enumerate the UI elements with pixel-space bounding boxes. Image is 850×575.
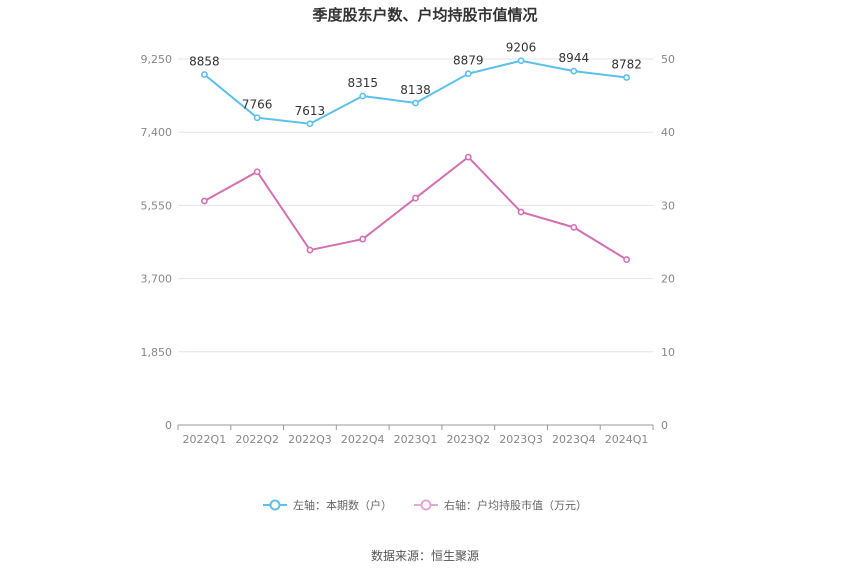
data-point	[464, 153, 472, 161]
data-point	[412, 194, 419, 202]
left-axis-tick-label: 3,700	[141, 273, 173, 286]
data-label: 8782	[611, 58, 642, 72]
data-point	[253, 114, 261, 122]
legend-item-right-series[interactable]: 右轴：户均持股市值（万元）	[414, 497, 587, 513]
right-axis-tick-label: 20	[661, 273, 675, 286]
legend-item-left-series[interactable]: 左轴：本期数（户）	[263, 497, 392, 513]
left-axis-tick-label: 5,550	[141, 199, 173, 212]
data-point	[306, 120, 314, 128]
legend-marker-right-series	[414, 499, 438, 511]
x-axis-tick-label: 2022Q2	[235, 433, 279, 446]
data-point	[517, 57, 525, 65]
data-point	[570, 67, 578, 75]
data-label: 8858	[189, 55, 220, 69]
data-point	[464, 70, 472, 78]
x-axis-tick-label: 2022Q4	[341, 433, 385, 446]
chart-plot: 0 0 1,850 10 3,700 20 5,550 30 7,400 40 9,250 50 202…	[141, 41, 676, 446]
right-axis-tick-label: 0	[661, 419, 668, 432]
x-axis-tick-label: 2022Q3	[288, 433, 332, 446]
data-point	[623, 256, 631, 263]
right-axis-tick-label: 30	[661, 199, 675, 212]
data-label: 7613	[295, 104, 326, 118]
data-point	[623, 74, 631, 81]
legend-label-right-series: 右轴：户均持股市值（万元）	[444, 499, 587, 512]
x-axis-tick-label: 2024Q1	[605, 433, 649, 446]
right-axis-tick-label: 40	[661, 126, 675, 139]
data-label: 8944	[559, 51, 590, 65]
x-axis-tick-label: 2023Q2	[446, 433, 490, 446]
left-axis-tick-label: 0	[165, 419, 172, 432]
x-axis-tick-label: 2023Q3	[499, 433, 543, 446]
legend-label-left-series: 左轴：本期数（户）	[293, 499, 392, 512]
x-axis-tick-label: 2023Q1	[394, 433, 438, 446]
data-point	[412, 99, 419, 107]
left-axis-tick-label: 1,850	[141, 346, 173, 359]
series-line-right	[203, 155, 628, 261]
data-point	[359, 92, 367, 100]
data-point	[570, 223, 578, 231]
x-axis-tick-label: 2023Q4	[552, 433, 596, 446]
data-point	[517, 208, 525, 216]
chart-legend: 左轴：本期数（户） 右轴：户均持股市值（万元）	[0, 497, 850, 513]
right-axis-tick-label: 10	[661, 346, 675, 359]
data-source-note: 数据来源：恒生聚源	[370, 549, 479, 563]
data-point	[200, 71, 208, 78]
legend-marker-left-series	[263, 499, 287, 511]
data-point	[359, 235, 367, 243]
right-axis-tick-label: 50	[661, 53, 675, 66]
data-label: 8879	[453, 54, 484, 68]
data-label: 8138	[400, 83, 431, 97]
data-point	[253, 168, 261, 176]
data-label: 8315	[347, 76, 378, 90]
data-label: 9206	[506, 41, 537, 55]
chart-title: 季度股东户数、户均持股市值情况	[312, 6, 538, 24]
x-axis-tick-label: 2022Q1	[183, 433, 227, 446]
data-point	[200, 197, 208, 205]
data-label: 7766	[242, 98, 273, 112]
left-axis-tick-label: 7,400	[141, 126, 173, 139]
left-axis-tick-label: 9,250	[141, 53, 173, 66]
data-point	[306, 246, 314, 254]
